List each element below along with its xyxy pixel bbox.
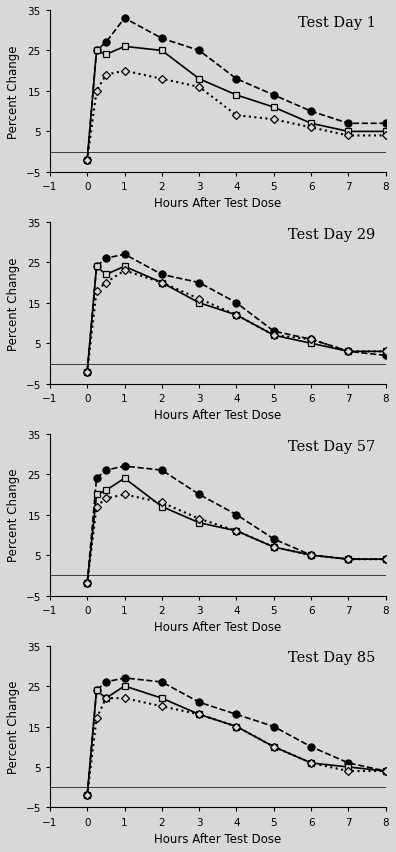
Y-axis label: Percent Change: Percent Change <box>7 256 20 350</box>
Y-axis label: Percent Change: Percent Change <box>7 45 20 139</box>
Text: Test Day 1: Test Day 1 <box>298 16 376 30</box>
X-axis label: Hours After Test Dose: Hours After Test Dose <box>154 198 282 210</box>
Text: Test Day 29: Test Day 29 <box>288 227 376 241</box>
Text: Test Day 57: Test Day 57 <box>288 439 376 453</box>
Y-axis label: Percent Change: Percent Change <box>7 680 20 774</box>
Y-axis label: Percent Change: Percent Change <box>7 469 20 561</box>
X-axis label: Hours After Test Dose: Hours After Test Dose <box>154 620 282 633</box>
X-axis label: Hours After Test Dose: Hours After Test Dose <box>154 832 282 845</box>
X-axis label: Hours After Test Dose: Hours After Test Dose <box>154 409 282 422</box>
Text: Test Day 85: Test Day 85 <box>288 651 376 665</box>
